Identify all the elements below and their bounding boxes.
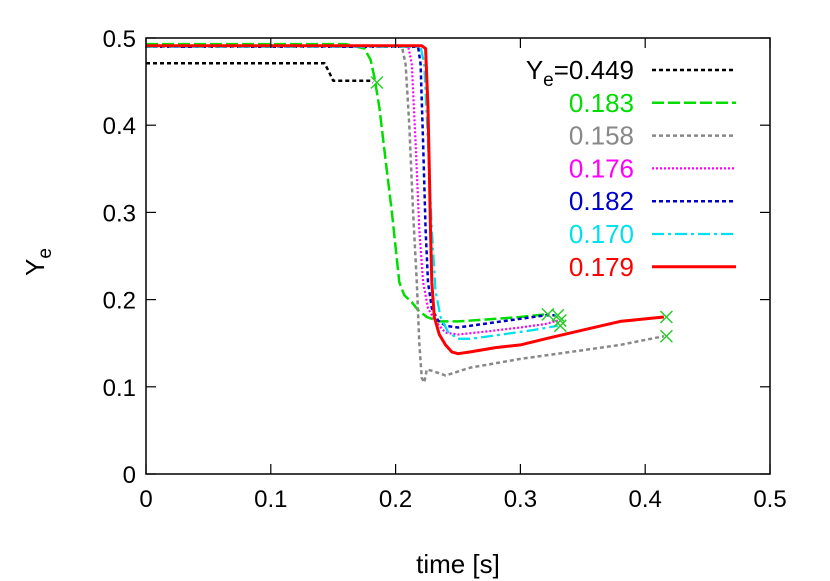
- y-tick-label: 0.3: [103, 200, 136, 227]
- end-marker-0.179: [659, 310, 673, 324]
- x-tick-label: 0: [139, 486, 152, 513]
- end-marker-0.158: [659, 329, 673, 343]
- series-line-0.170: [146, 45, 558, 340]
- series-line-0.176: [146, 44, 559, 336]
- series-line-0.179: [146, 44, 665, 356]
- y-tick-label: 0.1: [103, 375, 136, 402]
- y-tick-label: 0: [123, 462, 136, 489]
- end-marker-0.182: [551, 308, 565, 322]
- x-tick-label: 0.4: [629, 486, 662, 513]
- series-line-0.158: [146, 44, 665, 384]
- legend-label-0.170: 0.170: [569, 219, 634, 249]
- y-axis-title-sub: e: [35, 248, 56, 259]
- legend-label-0.158: 0.158: [569, 121, 634, 151]
- y-axis-title: Ye: [20, 248, 56, 276]
- series-curves: [146, 42, 665, 384]
- legend-label-0.179: 0.179: [569, 252, 634, 282]
- y-tick-label: 0.2: [103, 288, 136, 315]
- series-line-0.449: [146, 62, 374, 84]
- end-marker-0.449: [370, 75, 384, 89]
- plot-frame: [145, 37, 771, 475]
- series-end-markers: [370, 75, 673, 343]
- y-tick-label: 0.5: [103, 26, 136, 53]
- series-line-0.183: [146, 42, 546, 323]
- end-marker-0.183: [541, 307, 555, 321]
- legend-label-0.176: 0.176: [569, 153, 634, 183]
- x-tick-label: 0.2: [379, 486, 412, 513]
- svg-text:Ye: Ye: [20, 248, 56, 276]
- y-axis-title-main: Y: [20, 259, 50, 276]
- y-tick-label: 0.4: [103, 113, 136, 140]
- end-marker-0.170: [553, 319, 567, 333]
- x-tick-label: 0.3: [504, 486, 537, 513]
- legend-label-0.182: 0.182: [569, 186, 634, 216]
- series-line-0.182: [146, 45, 556, 329]
- legend-label-0.183: 0.183: [569, 88, 634, 118]
- axis-ticks: 0 0.1 0.2 0.3 0.4 0.5 0 0.1 0.2 0.3 0.4 0.5: [103, 26, 787, 513]
- x-axis-title: time [s]: [416, 549, 500, 579]
- legend-label-0.449: Ye=0.449: [526, 55, 634, 91]
- x-tick-label: 0.5: [753, 486, 786, 513]
- x-tick-label: 0.1: [254, 486, 287, 513]
